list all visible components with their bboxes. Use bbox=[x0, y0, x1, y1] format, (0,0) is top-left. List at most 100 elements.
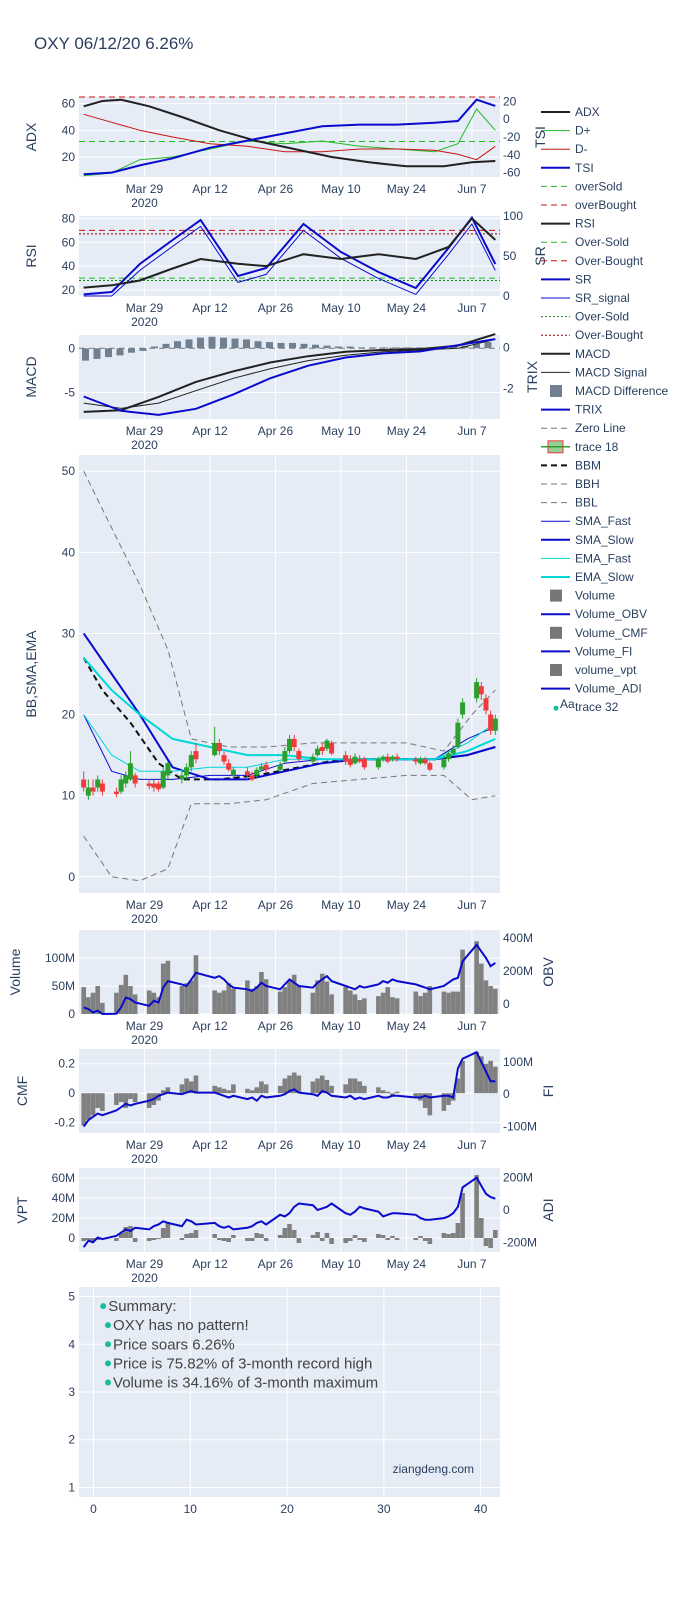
macd-difference-bar bbox=[220, 337, 227, 349]
legend-label: Volume_CMF bbox=[575, 626, 648, 640]
legend-item: BBL bbox=[541, 496, 598, 510]
legend-swatch-box bbox=[550, 589, 562, 602]
macd-difference-bar bbox=[116, 348, 124, 356]
cmf-bar bbox=[128, 1093, 133, 1100]
volume-bar bbox=[343, 987, 348, 1014]
cmf-bar bbox=[231, 1084, 236, 1094]
cmf-bar bbox=[160, 1090, 166, 1094]
vpt-bar bbox=[296, 1238, 302, 1243]
cmf-y-axis-title: CMF bbox=[14, 1076, 30, 1106]
cmf-bar bbox=[427, 1093, 433, 1116]
y2-tick-label: -200M bbox=[503, 1235, 537, 1249]
y2-tick-label: 0 bbox=[503, 1203, 510, 1217]
dplus-series-line bbox=[83, 108, 496, 177]
y2-tick-label: 0 bbox=[503, 1087, 510, 1101]
legend-item: BBM bbox=[541, 458, 601, 472]
x-tick-label: Apr 26 bbox=[258, 301, 294, 315]
vpt-bar bbox=[226, 1238, 231, 1242]
candle-body bbox=[347, 759, 353, 765]
x-tick-label: May 10 bbox=[321, 424, 361, 438]
candle-body bbox=[118, 779, 124, 792]
x-tick-label: Apr 26 bbox=[258, 1019, 294, 1033]
macd-difference-bar bbox=[335, 346, 342, 349]
candle-body bbox=[460, 702, 466, 715]
x-tick-label: Mar 29 bbox=[126, 1019, 164, 1033]
x-tick-label: Apr 12 bbox=[192, 898, 228, 912]
x-tick-label: May 24 bbox=[387, 1138, 427, 1152]
vpt-bar bbox=[418, 1236, 423, 1238]
cmf-line-series bbox=[82, 1050, 496, 1128]
vpt-bar bbox=[390, 1236, 395, 1238]
legend-item: overBought bbox=[541, 198, 637, 212]
x-tick-label: Jun 7 bbox=[457, 182, 487, 196]
candle-body bbox=[296, 751, 302, 760]
vpt-bar bbox=[118, 1233, 124, 1238]
vpt-y-axis-title: VPT bbox=[14, 1196, 30, 1224]
volume-bar bbox=[193, 955, 199, 1014]
x-tick-label: May 10 bbox=[321, 1138, 361, 1152]
vpt-panel: 0 20M 40M 60M -200M 0 200M Mar 29 Apr 12 Apr 26 Ma… bbox=[14, 1168, 556, 1285]
legend-label: MACD Difference bbox=[575, 384, 668, 398]
legend-swatch-marker bbox=[553, 705, 559, 711]
macd-y2-axis-title: TRIX bbox=[524, 360, 540, 393]
y-tick-label: -0.2 bbox=[54, 1116, 75, 1130]
vpt-bar bbox=[193, 1230, 199, 1238]
rsi-y-axis-title: RSI bbox=[23, 244, 39, 267]
summary-panel: 0 10 20 30 40 1 2 3 4 5 Summary: OXY has no pattern… bbox=[68, 1287, 500, 1516]
macd-y-axis-title: MACD bbox=[23, 356, 39, 397]
candle-body bbox=[483, 698, 489, 711]
x-tick-label: Apr 12 bbox=[192, 301, 228, 315]
y-tick-label: 20 bbox=[62, 283, 76, 297]
rsi-series-line bbox=[83, 216, 496, 289]
candle-body bbox=[179, 775, 185, 780]
vpt-bar bbox=[188, 1233, 194, 1238]
legend-label: Volume_OBV bbox=[575, 607, 647, 621]
summary-marker bbox=[105, 1341, 112, 1348]
macd-series-line bbox=[83, 333, 496, 413]
volume-bar bbox=[488, 986, 493, 1014]
cmf-bar bbox=[348, 1078, 353, 1094]
macd-difference-bar bbox=[243, 339, 250, 349]
volume-panel: 0 50M 100M 0 200M 400M Mar 29 Apr 12 Apr 26 May 1… bbox=[7, 930, 556, 1047]
macd-difference-bar bbox=[346, 346, 354, 349]
y-tick-label: 50M bbox=[52, 979, 75, 993]
cmf-bar bbox=[413, 1093, 419, 1098]
volume-bar bbox=[329, 994, 334, 1014]
volume-bar bbox=[324, 981, 330, 1014]
candle-body bbox=[385, 756, 391, 762]
summary-x-tick-label: 30 bbox=[377, 1502, 391, 1516]
main-plot-area bbox=[79, 455, 500, 893]
vpt-bar bbox=[165, 1223, 171, 1238]
x-tick-label: May 24 bbox=[387, 898, 427, 912]
legend-item: Zero Line bbox=[541, 421, 626, 435]
macd-difference-bar bbox=[392, 347, 400, 349]
macd-difference-bar bbox=[415, 347, 423, 349]
volume-bar bbox=[291, 974, 297, 1014]
candle-body bbox=[85, 787, 91, 796]
candle-body bbox=[441, 759, 447, 768]
cmf-bar bbox=[362, 1085, 367, 1094]
volume-bar bbox=[263, 979, 269, 1014]
cmf-bar bbox=[446, 1093, 451, 1105]
candle-body bbox=[282, 751, 288, 762]
cmf-bar bbox=[179, 1084, 185, 1094]
summary-y-tick-label: 3 bbox=[68, 1385, 75, 1399]
cmf-bar bbox=[460, 1060, 465, 1094]
x-tick-label: May 24 bbox=[387, 1257, 427, 1271]
legend-swatch-box bbox=[547, 440, 564, 454]
vpt-bar bbox=[348, 1238, 353, 1241]
candle-body bbox=[160, 771, 166, 788]
macd-difference-bar bbox=[82, 348, 89, 361]
cmf-bar bbox=[221, 1088, 227, 1094]
macd-difference-bar bbox=[484, 342, 492, 349]
legend-label: SMA_Slow bbox=[575, 533, 634, 547]
rsi-panel: 20 40 60 80 0 50 100 Mar 29 Apr 12 Apr 26 May 10 Ma… bbox=[23, 209, 548, 329]
candle-body bbox=[474, 682, 480, 699]
vpt-y2-axis-title: ADI bbox=[540, 1198, 556, 1221]
macd-difference-bar bbox=[162, 343, 170, 349]
legend-label: trace 32 bbox=[575, 700, 619, 714]
legend-item: volume_vpt bbox=[550, 663, 637, 677]
x-tick-label: Mar 29 bbox=[126, 182, 164, 196]
vpt-bar bbox=[446, 1234, 451, 1238]
volume-bar bbox=[100, 1002, 105, 1014]
